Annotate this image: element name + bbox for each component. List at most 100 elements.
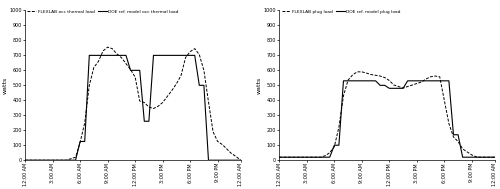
DOE ref. model occ thermal load <box>45 159 51 161</box>
FLEXLAB plug load <box>450 136 456 138</box>
DOE ref. model occ thermal load <box>109 54 115 57</box>
FLEXLAB occ thermal load <box>192 47 198 50</box>
FLEXLAB plug load <box>464 151 470 153</box>
DOE ref. model plug load <box>386 87 392 89</box>
FLEXLAB occ thermal load <box>142 101 148 104</box>
DOE ref. model plug load <box>313 156 319 158</box>
FLEXLAB occ thermal load <box>54 159 60 161</box>
FLEXLAB plug load <box>326 152 332 154</box>
FLEXLAB plug load <box>290 156 296 158</box>
DOE ref. model occ thermal load <box>206 159 212 161</box>
DOE ref. model plug load <box>340 80 346 82</box>
FLEXLAB plug load <box>400 87 406 89</box>
DOE ref. model occ thermal load <box>50 159 56 161</box>
FLEXLAB plug load <box>391 84 397 86</box>
FLEXLAB occ thermal load <box>174 83 180 85</box>
FLEXLAB plug load <box>276 156 282 158</box>
FLEXLAB plug load <box>377 75 383 77</box>
FLEXLAB plug load <box>286 156 292 158</box>
DOE ref. model occ thermal load <box>22 159 28 161</box>
FLEXLAB occ thermal load <box>77 141 83 143</box>
DOE ref. model occ thermal load <box>164 54 170 57</box>
DOE ref. model plug load <box>450 134 456 136</box>
FLEXLAB occ thermal load <box>26 159 32 161</box>
FLEXLAB plug load <box>345 79 351 81</box>
DOE ref. model occ thermal load <box>187 54 193 57</box>
DOE ref. model occ thermal load <box>77 140 83 143</box>
FLEXLAB occ thermal load <box>64 159 70 161</box>
FLEXLAB occ thermal load <box>146 106 152 108</box>
FLEXLAB plug load <box>313 156 319 158</box>
Line: FLEXLAB plug load: FLEXLAB plug load <box>280 72 494 157</box>
FLEXLAB occ thermal load <box>206 101 212 103</box>
DOE ref. model occ thermal load <box>228 159 234 161</box>
FLEXLAB occ thermal load <box>169 89 175 92</box>
DOE ref. model plug load <box>322 156 328 158</box>
DOE ref. model plug load <box>482 156 488 158</box>
FLEXLAB plug load <box>340 95 346 97</box>
DOE ref. model plug load <box>423 80 429 82</box>
FLEXLAB occ thermal load <box>150 107 156 110</box>
DOE ref. model plug load <box>377 84 383 86</box>
FLEXLAB plug load <box>482 156 488 158</box>
DOE ref. model plug load <box>404 80 410 82</box>
DOE ref. model occ thermal load <box>100 54 106 57</box>
DOE ref. model plug load <box>446 80 452 82</box>
DOE ref. model occ thermal load <box>169 54 175 57</box>
Line: DOE ref. model occ thermal load: DOE ref. model occ thermal load <box>25 55 240 160</box>
FLEXLAB occ thermal load <box>132 76 138 78</box>
DOE ref. model occ thermal load <box>219 159 225 161</box>
DOE ref. model occ thermal load <box>82 140 87 143</box>
FLEXLAB plug load <box>386 79 392 82</box>
DOE ref. model occ thermal load <box>123 54 129 57</box>
DOE ref. model plug load <box>359 80 365 82</box>
DOE ref. model plug load <box>372 80 378 82</box>
DOE ref. model plug load <box>299 156 305 158</box>
DOE ref. model plug load <box>455 134 461 136</box>
DOE ref. model plug load <box>286 156 292 158</box>
FLEXLAB occ thermal load <box>210 131 216 133</box>
DOE ref. model occ thermal load <box>142 120 148 122</box>
DOE ref. model occ thermal load <box>146 120 152 122</box>
DOE ref. model plug load <box>460 156 466 158</box>
DOE ref. model plug load <box>400 87 406 89</box>
FLEXLAB occ thermal load <box>86 84 92 86</box>
DOE ref. model plug load <box>290 156 296 158</box>
DOE ref. model plug load <box>382 84 388 86</box>
DOE ref. model occ thermal load <box>192 54 198 57</box>
FLEXLAB plug load <box>487 156 493 158</box>
FLEXLAB occ thermal load <box>123 63 129 65</box>
FLEXLAB plug load <box>336 126 342 128</box>
DOE ref. model plug load <box>326 156 332 158</box>
DOE ref. model plug load <box>414 80 420 82</box>
DOE ref. model plug load <box>368 80 374 82</box>
Legend: FLEXLAB occ thermal load, DOE ref. model occ thermal load: FLEXLAB occ thermal load, DOE ref. model… <box>28 10 178 14</box>
FLEXLAB occ thermal load <box>100 50 106 52</box>
FLEXLAB occ thermal load <box>164 95 170 98</box>
DOE ref. model occ thermal load <box>104 54 110 57</box>
DOE ref. model occ thermal load <box>118 54 124 57</box>
FLEXLAB plug load <box>409 84 415 86</box>
DOE ref. model occ thermal load <box>210 159 216 161</box>
DOE ref. model plug load <box>336 144 342 146</box>
FLEXLAB plug load <box>318 156 324 158</box>
FLEXLAB plug load <box>442 99 448 101</box>
FLEXLAB plug load <box>372 74 378 76</box>
FLEXLAB occ thermal load <box>104 46 110 48</box>
FLEXLAB occ thermal load <box>45 159 51 161</box>
DOE ref. model plug load <box>391 87 397 89</box>
DOE ref. model plug load <box>478 156 484 158</box>
FLEXLAB occ thermal load <box>22 159 28 161</box>
DOE ref. model occ thermal load <box>224 159 230 161</box>
FLEXLAB occ thermal load <box>238 159 244 161</box>
DOE ref. model occ thermal load <box>26 159 32 161</box>
DOE ref. model plug load <box>418 80 424 82</box>
DOE ref. model occ thermal load <box>238 159 244 161</box>
FLEXLAB occ thermal load <box>228 152 234 155</box>
FLEXLAB plug load <box>396 85 402 88</box>
FLEXLAB occ thermal load <box>36 159 42 161</box>
DOE ref. model plug load <box>409 80 415 82</box>
DOE ref. model plug load <box>442 80 448 82</box>
FLEXLAB occ thermal load <box>114 53 120 55</box>
FLEXLAB plug load <box>474 156 480 158</box>
